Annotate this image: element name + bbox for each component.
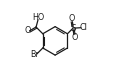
Text: O: O (25, 26, 31, 35)
Text: HO: HO (32, 13, 45, 22)
Text: Cl: Cl (79, 23, 87, 32)
Text: O: O (69, 14, 75, 23)
Text: Br: Br (31, 51, 40, 59)
Text: S: S (70, 24, 76, 33)
Text: O: O (71, 33, 77, 42)
